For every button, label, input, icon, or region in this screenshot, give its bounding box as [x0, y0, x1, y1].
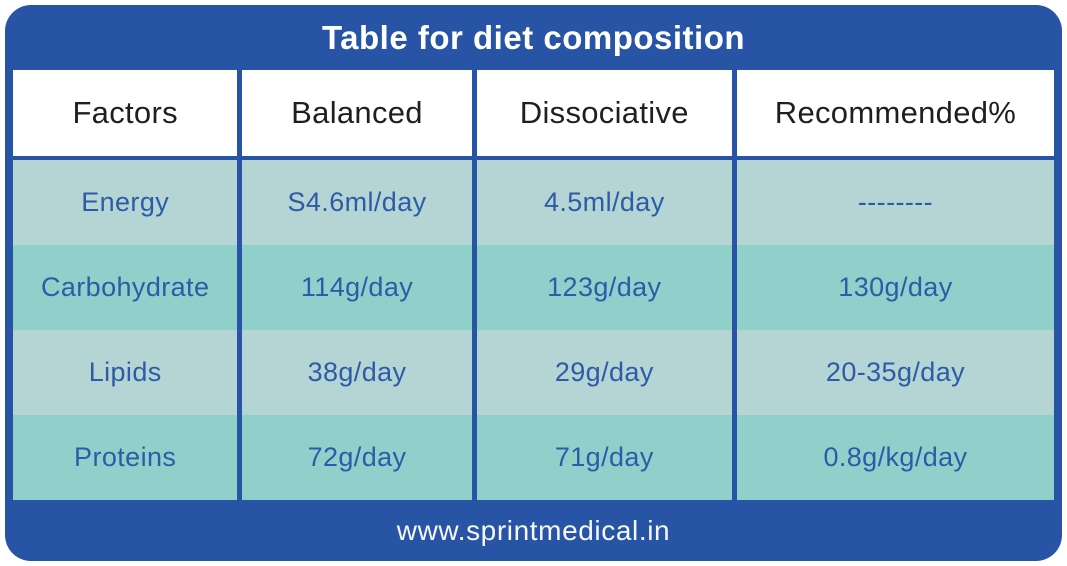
column-header-factors: Factors [13, 70, 238, 156]
cell-proteins-recommended: 0.8g/kg/day [736, 415, 1054, 500]
column-header-dissociative: Dissociative [476, 70, 732, 156]
cell-lipids-dissociative: 29g/day [476, 330, 732, 415]
cell-carbohydrate-dissociative: 123g/day [476, 245, 732, 330]
cell-energy-factor: Energy [13, 160, 238, 245]
cell-energy-balanced: S4.6ml/day [242, 160, 472, 245]
column-header-balanced: Balanced [242, 70, 472, 156]
cell-proteins-balanced: 72g/day [242, 415, 472, 500]
cell-lipids-factor: Lipids [13, 330, 238, 415]
table-row-carbohydrate: Carbohydrate 114g/day 123g/day 130g/day [5, 245, 1062, 330]
footer-bar: www.sprintmedical.in [5, 500, 1062, 561]
cell-carbohydrate-recommended: 130g/day [736, 245, 1054, 330]
cell-lipids-balanced: 38g/day [242, 330, 472, 415]
column-header-recommended: Recommended% [736, 70, 1054, 156]
cell-energy-recommended: -------- [736, 160, 1054, 245]
cell-carbohydrate-factor: Carbohydrate [13, 245, 238, 330]
page-title: Table for diet composition [321, 18, 746, 56]
cell-proteins-factor: Proteins [13, 415, 238, 500]
cell-carbohydrate-balanced: 114g/day [242, 245, 472, 330]
table-header-row: Factors Balanced Dissociative Recommende… [5, 70, 1062, 160]
cell-lipids-recommended: 20-35g/day [736, 330, 1054, 415]
website-url: www.sprintmedical.in [396, 514, 671, 546]
table-row-lipids: Lipids 38g/day 29g/day 20-35g/day [5, 330, 1062, 415]
table-row-energy: Energy S4.6ml/day 4.5ml/day -------- [5, 160, 1062, 245]
table-card: Table for diet composition Factors Balan… [5, 5, 1062, 561]
cell-proteins-dissociative: 71g/day [476, 415, 732, 500]
cell-energy-dissociative: 4.5ml/day [476, 160, 732, 245]
table-row-proteins: Proteins 72g/day 71g/day 0.8g/kg/day [5, 415, 1062, 500]
title-bar: Table for diet composition [5, 5, 1062, 70]
